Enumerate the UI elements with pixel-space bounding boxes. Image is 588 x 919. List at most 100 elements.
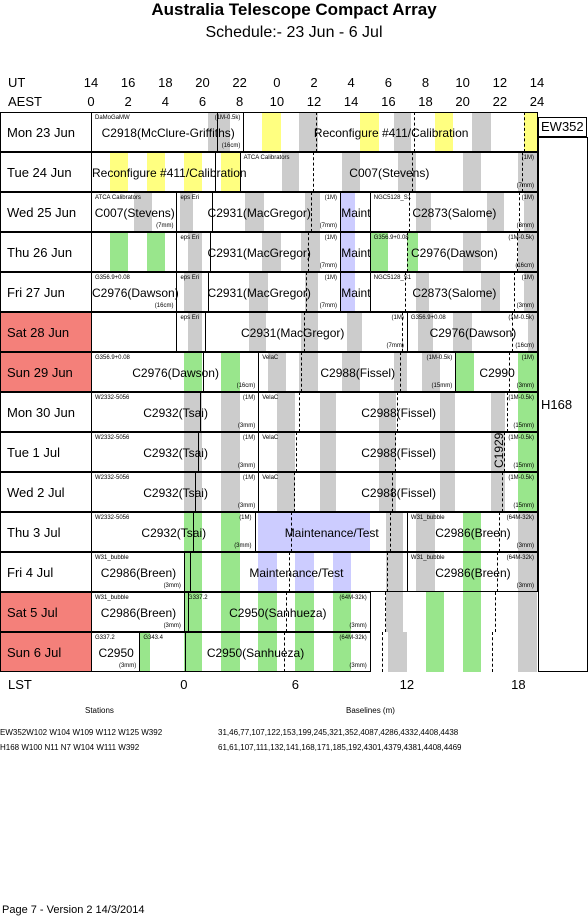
block-source: G356.9+0.08 [95,275,130,281]
schedule-block[interactable]: C2931(MacGregor) eps Eri (1M) (7mm) [176,312,408,352]
schedule-block[interactable]: C2873(Salome) NGC5128_S1 (1M) (3mm) [369,272,538,312]
schedule-block[interactable]: Maintenance/Test [183,552,408,592]
time-stripe [416,192,432,232]
block-project: C2990 [479,366,515,380]
ut-tick: 6 [384,75,392,90]
time-stripe [300,232,320,272]
day-label: Sun 6 Jul [0,632,91,672]
schedule-block[interactable]: Maintenance/Test [254,512,408,552]
block-source: NGC5128_S1 [373,275,412,281]
schedule-block[interactable]: C2931(MacGregor) eps Eri (1M) (7mm) [176,192,341,232]
day-row: Sat 5 Jul C2986(Breen) W31_bubble (3mm) C295… [0,592,538,632]
block-project: C2918(McClure-Griffiths) [101,126,235,140]
time-stripe [386,552,404,592]
schedule-block[interactable]: C2990 (1M) (3mm) [455,352,538,392]
schedule-block[interactable]: Reconfigure #411/Calibration [243,112,538,152]
time-stripe [221,592,240,632]
schedule-block[interactable] [91,232,178,272]
lst-line [291,512,293,552]
lst-line [308,232,310,272]
schedule-block[interactable]: Reconfigure #411/Calibration [91,152,247,192]
ut-tick: 4 [347,75,355,90]
schedule-block[interactable]: Maint [340,192,371,232]
lst-line [384,592,386,632]
time-stripe [416,552,435,592]
block-source: W31_bubble [95,595,129,601]
lst-line [192,512,194,552]
aest-tick: 10 [269,94,285,109]
time-stripe [332,592,352,632]
block-band: (15mm) [513,503,534,509]
lst-line [509,352,511,392]
schedule-block[interactable]: C007(Stevens) ATCA Calibrators (7mm) [91,192,178,232]
schedule-block[interactable]: Maint [340,272,371,312]
block-correlator: (1M) [239,515,252,521]
block-correlator: (1M) [324,235,337,241]
time-stripe [183,272,203,312]
schedule-block[interactable]: C2976(Dawson) G356.9+0.08 (16cm) [91,352,260,392]
lst-line [521,152,523,192]
day-row: Sun 29 Jun C2976(Dawson) G356.9+0.08 (16cm)… [0,352,538,392]
schedule-block[interactable]: Maint [340,232,371,272]
schedule-block[interactable]: C2986(Breen) W31_bubble (3mm) [91,552,185,592]
block-correlator: (1M) [521,275,534,281]
time-stripe [416,512,435,552]
schedule-block[interactable]: C2932(Tsai) W2332-5056 (1M) (3mm) [91,512,256,552]
block-source: G356.9+0.08 [95,355,130,361]
time-stripe [183,552,203,592]
schedule-block[interactable]: C2932(Tsai) W2332-5056 (1M) (3mm) [91,432,260,472]
time-stripe [276,472,296,512]
schedule-block[interactable]: C2986(Breen) W31_bubble (64M-32k) (3mm) [406,552,538,592]
day-label: Wed 2 Jul [0,472,91,512]
day-label: Wed 25 Jun [0,192,91,232]
schedule-block[interactable]: C2931(MacGregor) eps Eri (1M) (7mm) [176,272,341,312]
lst-axis: LST 0 6 12 18 [0,677,588,693]
day-row: Tue 1 Jul C2932(Tsai) W2332-5056 (1M) (3mm) C… [0,432,538,472]
day-label: Sun 29 Jun [0,352,91,392]
schedule-block[interactable]: C2918(McClure-Griffiths) DaMoGaMW (1M-0.5k… [91,112,245,152]
time-stripe [455,352,474,392]
time-stripe [518,632,537,672]
lst-line [214,152,216,192]
schedule-block[interactable]: C2988(Fissel) VelaC (1M-0.5k) (15mm) [258,352,457,392]
block-correlator: (1M-0.5k) [508,475,534,481]
lst-line [406,232,408,272]
schedule-block[interactable]: C2950 G337.2 (3mm) [91,632,141,672]
schedule-block[interactable]: C2932(Tsai) W2332-5056 (1M) (3mm) [91,392,260,432]
day-label: Sat 28 Jun [0,312,91,352]
block-source: W31_bubble [410,555,445,561]
time-stripe [490,432,506,472]
lst-line [411,152,413,192]
time-stripe [453,312,472,352]
schedule-block[interactable]: C2976(Dawson) G356.9+0.08 (1M-0.5k) (16cm) [369,232,538,272]
stations-row-1: EW352W102 W104 W109 W112 W125 W392 [0,728,163,737]
block-band: (3mm) [349,663,367,669]
ut-tick: 10 [455,75,470,90]
schedule-block[interactable]: C2986(Breen) W31_bubble (3mm) [91,592,185,632]
lst-line [402,312,404,352]
block-project: C2988(Fissel) [320,366,396,380]
schedule-block[interactable] [91,312,178,352]
schedule-block[interactable]: C2988(Fissel) VelaC (1M-0.5k) (15mm) [258,432,538,472]
schedule-block[interactable]: C2950(Sanhueza) G337.2 (64M-32k) (3mm) [183,592,371,632]
time-stripe [341,352,361,392]
schedule-block[interactable]: C2976(Dawson) G356.9+0.08 (16cm) [91,272,179,312]
schedule-block[interactable]: C2986(Breen) W31_bubble (64M-32k) (3mm) [406,512,538,552]
lst-line [286,592,288,632]
day-row: Sun 6 Jul C2950 G337.2 (3mm) C2950(Sanhueza)… [0,632,538,672]
time-stripe [462,232,482,272]
schedule-block[interactable]: C2988(Fissel) VelaC (1M-0.5k) (15mm) [258,472,538,512]
lst-line [296,432,298,472]
schedule-block[interactable]: C2932(Tsai) W2332-5056 (1M) (3mm) [91,472,260,512]
schedule-block[interactable]: C2931(MacGregor) eps Eri (1M) (7mm) [176,232,341,272]
schedule-block[interactable]: C2950(Sanhueza) G343.4 (64M-32k) (3mm) [139,632,371,672]
time-stripe [221,352,240,392]
block-correlator: (1M) [242,395,256,401]
aest-tick: 2 [124,94,132,109]
schedule-block[interactable]: C2976(Dawson) G356.9+0.08 (1M-0.5k) (16cm) [406,312,538,352]
stations-row-2: H168 W100 N11 N7 W104 W111 W392 [0,743,140,752]
block-band: (3mm) [118,663,137,669]
schedule-block[interactable]: C2873(Salome) NGC5128_S1 (1M) (3mm) [369,192,538,232]
schedule-block[interactable]: C007(Stevens) ATCA Calibrators (1M) (7mm) [239,152,538,192]
ut-tick: 12 [492,75,508,90]
